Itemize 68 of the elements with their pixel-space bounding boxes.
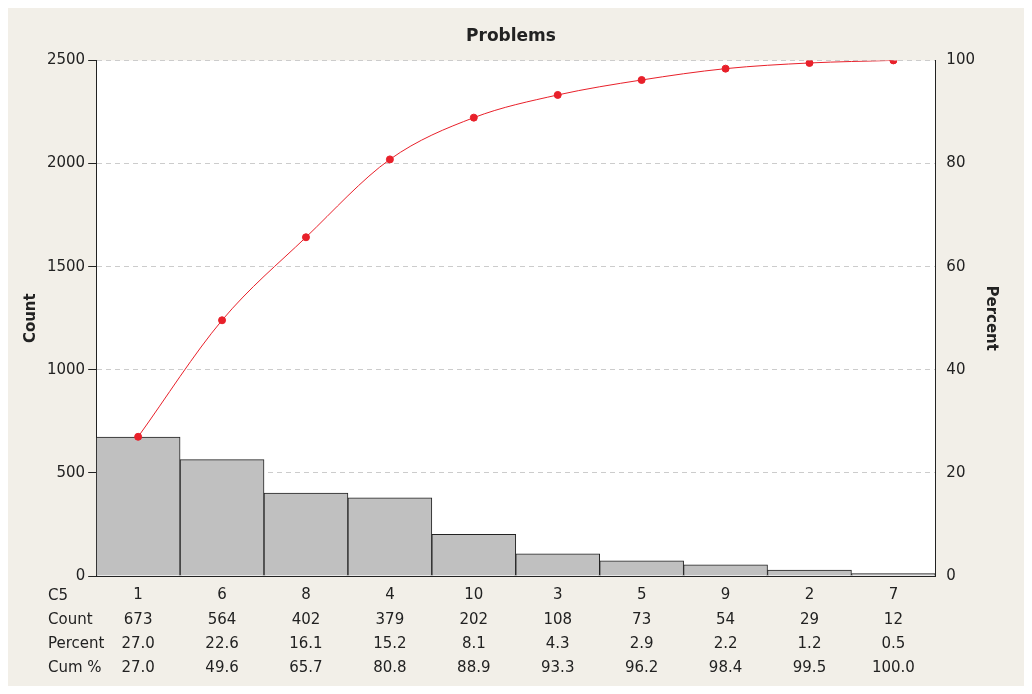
y2-tick-label: 100: [946, 50, 976, 69]
x-tick-label: 4: [385, 584, 395, 603]
y-tick-label: 500: [56, 462, 86, 481]
data-label: 27.0: [121, 657, 155, 676]
data-label: 99.5: [792, 657, 827, 676]
data-label: 73: [632, 609, 652, 628]
y2-axis-title: Percent: [983, 285, 1002, 351]
x-tick-label: 10: [464, 584, 484, 603]
text: 2.9: [629, 633, 654, 652]
data-label: 100.0: [871, 657, 915, 676]
data-label: 108: [543, 609, 573, 628]
point: [134, 432, 143, 441]
text: 16.1: [289, 633, 323, 652]
point: [469, 113, 478, 122]
point: [218, 316, 227, 325]
text: 0.5: [881, 633, 906, 652]
data-label: 29: [799, 609, 820, 628]
point: [637, 75, 646, 84]
text: Count: [48, 609, 93, 628]
y-axis-title: Count: [20, 293, 39, 344]
point: [721, 64, 730, 73]
data-label: 202: [459, 609, 489, 628]
point: [553, 90, 562, 99]
x-tick-label: 3: [552, 584, 563, 603]
data-label: 54: [716, 609, 736, 628]
x-tick-label: 1: [133, 584, 143, 603]
text: 2.2: [713, 633, 738, 652]
y-tick-label: 0: [75, 565, 86, 584]
x-tick-label: 7: [888, 584, 899, 603]
data-label: 402: [291, 609, 321, 628]
data-label: 80.8: [373, 657, 407, 676]
data-label: 96.2: [624, 657, 659, 676]
text: 8.1: [461, 633, 486, 652]
y-tick-label: 2000: [46, 153, 86, 172]
data-label: 379: [375, 609, 405, 628]
y2-tick-label: 40: [946, 359, 966, 378]
text: Cum %: [48, 657, 102, 676]
data-label: 12: [883, 609, 903, 628]
point: [301, 233, 310, 242]
y2-tick-label: 20: [946, 462, 966, 481]
y-tick-label: 2500: [46, 50, 86, 69]
chart-title: Problems: [466, 24, 556, 45]
text: 1.2: [797, 633, 822, 652]
x-tick-label: 2: [804, 584, 815, 603]
x-tick-label: 6: [217, 584, 227, 603]
point: [385, 155, 394, 164]
data-label: 98.4: [708, 657, 743, 676]
x-tick-label: 8: [301, 584, 311, 603]
data-label: 65.7: [289, 657, 323, 676]
y-tick-label: 1500: [46, 256, 86, 275]
x-tick-label: 5: [636, 584, 647, 603]
data-label: 88.9: [457, 657, 491, 676]
text: 27.0: [121, 633, 155, 652]
x-axis-title: C5: [48, 585, 69, 604]
text: Percent: [48, 633, 105, 652]
data-label: 49.6: [205, 657, 239, 676]
point: [805, 60, 814, 67]
text: 4.3: [545, 633, 570, 652]
x-tick-label: 9: [720, 584, 731, 603]
text: 22.6: [205, 633, 239, 652]
y2-tick-label: 80: [946, 153, 966, 172]
y2-tick-label: 0: [946, 565, 956, 584]
y-tick-label: 1000: [46, 359, 86, 378]
text: 15.2: [373, 633, 407, 652]
y2-tick-label: 60: [946, 256, 966, 275]
data-label: 673: [123, 609, 153, 628]
data-label: 93.3: [541, 657, 575, 676]
data-label: 564: [207, 609, 237, 628]
